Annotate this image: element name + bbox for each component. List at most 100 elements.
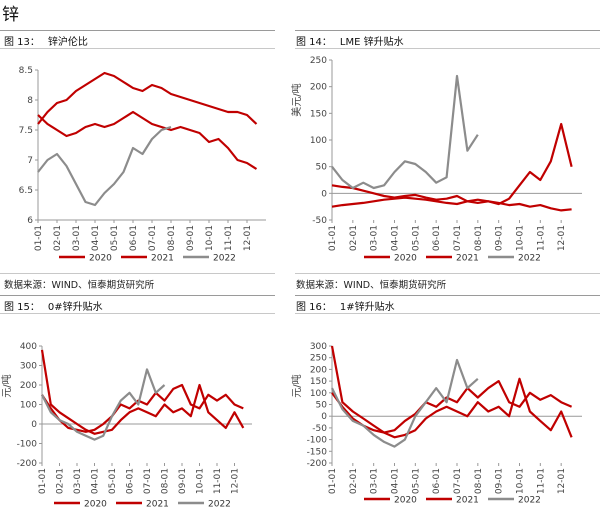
y-tick-label: 400 bbox=[20, 342, 37, 352]
x-tick-label: 08-01 bbox=[474, 468, 484, 494]
x-tick-label: 07-01 bbox=[148, 225, 158, 251]
series-line-2020 bbox=[331, 196, 572, 212]
series-line-2022 bbox=[37, 125, 172, 207]
x-tick-label: 03-01 bbox=[72, 225, 82, 251]
x-tick-label: 12-01 bbox=[231, 468, 241, 494]
figure-15-title: 0#锌升贴水 bbox=[47, 302, 103, 313]
y-tick-label: 6.5 bbox=[19, 186, 33, 196]
x-tick-label: 05-01 bbox=[411, 225, 421, 251]
x-tick-label: 03-01 bbox=[370, 468, 380, 494]
figure-16-title: 1#锌升贴水 bbox=[339, 302, 395, 313]
x-tick-label: 05-01 bbox=[110, 225, 120, 251]
y-tick-label: 50 bbox=[316, 163, 328, 173]
y-tick-label: 50 bbox=[316, 401, 328, 411]
y-tick-label: 7.5 bbox=[19, 126, 33, 136]
series-line-2021 bbox=[37, 71, 258, 125]
x-tick-label: 10-01 bbox=[196, 468, 206, 494]
series-line-2020 bbox=[331, 379, 573, 434]
x-tick-label: 07-01 bbox=[453, 468, 463, 494]
x-tick-label: 06-01 bbox=[432, 468, 442, 494]
x-tick-label: 04-01 bbox=[391, 225, 401, 251]
source-note-right: 数据来源：WIND、恒泰期货研究所 bbox=[296, 280, 447, 291]
y-tick-label: 8.5 bbox=[19, 66, 33, 76]
legend-label-2022: 2022 bbox=[518, 496, 541, 506]
x-tick-label: 09-01 bbox=[178, 468, 188, 494]
x-tick-label: 10-01 bbox=[516, 468, 526, 494]
y-tick-label: 0 bbox=[321, 412, 327, 422]
y-tick-label: 250 bbox=[310, 354, 327, 364]
series-line-2020 bbox=[37, 110, 258, 170]
panel-14-sub-rule bbox=[295, 48, 600, 49]
y-tick-label: 300 bbox=[20, 362, 37, 372]
panel-15-sub-rule bbox=[0, 313, 275, 314]
y-tick-label: -50 bbox=[312, 424, 327, 434]
legend-label-2021: 2021 bbox=[146, 500, 169, 510]
legend-label-2022: 2022 bbox=[208, 500, 231, 510]
x-tick-label: 06-01 bbox=[432, 225, 442, 251]
x-tick-label: 05-01 bbox=[411, 468, 421, 494]
chart-zinc-0-premium: -200 -100 0 100 200 300 400 01-01 02-01 03-01 04-0… bbox=[0, 342, 252, 510]
legend-label-2022: 2022 bbox=[213, 254, 236, 264]
chart-lme-zinc-premium: -50 0 50 100 150 200 250 01-01 02-01 03-01 04-01 05… bbox=[290, 56, 582, 264]
panel-14-bottom-rule bbox=[295, 273, 600, 274]
y-tick-label: 0 bbox=[321, 189, 327, 199]
series-line-2020 bbox=[41, 383, 244, 433]
series-line-2022 bbox=[331, 358, 479, 448]
legend-label-2022: 2022 bbox=[518, 254, 541, 264]
x-tick-label: 07-01 bbox=[453, 225, 463, 251]
y-tick-label: 8 bbox=[27, 96, 33, 106]
x-tick-label: 03-01 bbox=[73, 468, 83, 494]
x-tick-label: 09-01 bbox=[495, 225, 505, 251]
x-tick-label: 10-01 bbox=[205, 225, 215, 251]
x-tick-label: 04-01 bbox=[91, 225, 101, 251]
y-tick-label: 7 bbox=[27, 156, 33, 166]
panel-13-bottom-rule bbox=[0, 273, 275, 274]
x-tick-label: 11-01 bbox=[536, 225, 546, 251]
x-tick-label: 02-01 bbox=[53, 225, 63, 251]
x-tick-label: 08-01 bbox=[474, 225, 484, 251]
y-axis-label: 元/吨 bbox=[290, 374, 303, 397]
figure-14-title: LME 锌升贴水 bbox=[339, 37, 404, 48]
y-tick-label: 100 bbox=[310, 389, 327, 399]
x-tick-label: 01-01 bbox=[38, 468, 48, 494]
panel-14-top-rule bbox=[295, 30, 600, 31]
panel-16-sub-rule bbox=[295, 313, 600, 314]
x-tick-label: 06-01 bbox=[126, 468, 136, 494]
x-tick-label: 04-01 bbox=[391, 468, 401, 494]
x-tick-label: 03-01 bbox=[370, 225, 380, 251]
panel-13-sub-rule bbox=[0, 48, 275, 49]
x-tick-label: 09-01 bbox=[186, 225, 196, 251]
panel-13-top-rule bbox=[0, 30, 275, 31]
series-line-2021 bbox=[330, 345, 573, 439]
series-line-2022 bbox=[41, 368, 166, 441]
y-tick-label: 100 bbox=[20, 401, 37, 411]
y-tick-label: 200 bbox=[310, 83, 327, 93]
x-tick-label: 02-01 bbox=[349, 225, 359, 251]
figure-16-label: 图 16： 1#锌升贴水 bbox=[296, 298, 403, 313]
y-tick-label: -150 bbox=[307, 447, 328, 457]
y-tick-label: 150 bbox=[310, 377, 327, 387]
legend-label-2021: 2021 bbox=[456, 496, 479, 506]
y-tick-label: 300 bbox=[310, 342, 327, 352]
y-tick-label: -100 bbox=[17, 440, 38, 450]
y-axis-label: 元/吨 bbox=[0, 374, 13, 397]
x-tick-label: 11-01 bbox=[213, 468, 223, 494]
figure-13-title: 锌沪伦比 bbox=[47, 37, 88, 48]
y-tick-label: -200 bbox=[307, 459, 328, 469]
legend-label-2020: 2020 bbox=[394, 254, 417, 264]
source-note-left: 数据来源：WIND、恒泰期货研究所 bbox=[4, 280, 155, 291]
figure-13-label: 图 13： 锌沪伦比 bbox=[4, 33, 96, 48]
page-title: 锌 bbox=[2, 5, 19, 25]
x-tick-label: 10-01 bbox=[516, 225, 526, 251]
x-tick-label: 11-01 bbox=[536, 468, 546, 494]
y-tick-label: 0 bbox=[31, 420, 37, 430]
chart-zinc-shfe-lme-ratio: 6 6.5 7 7.5 8 8.5 01-01 02-01 03-01 04-01 05-01 06-… bbox=[19, 66, 266, 264]
legend-label-2020: 2020 bbox=[394, 496, 417, 506]
x-tick-label: 04-01 bbox=[91, 468, 101, 494]
x-tick-label: 08-01 bbox=[167, 225, 177, 251]
x-tick-label: 09-01 bbox=[495, 468, 505, 494]
x-tick-label: 07-01 bbox=[143, 468, 153, 494]
x-tick-label: 12-01 bbox=[557, 225, 567, 251]
y-tick-label: -200 bbox=[17, 459, 38, 469]
